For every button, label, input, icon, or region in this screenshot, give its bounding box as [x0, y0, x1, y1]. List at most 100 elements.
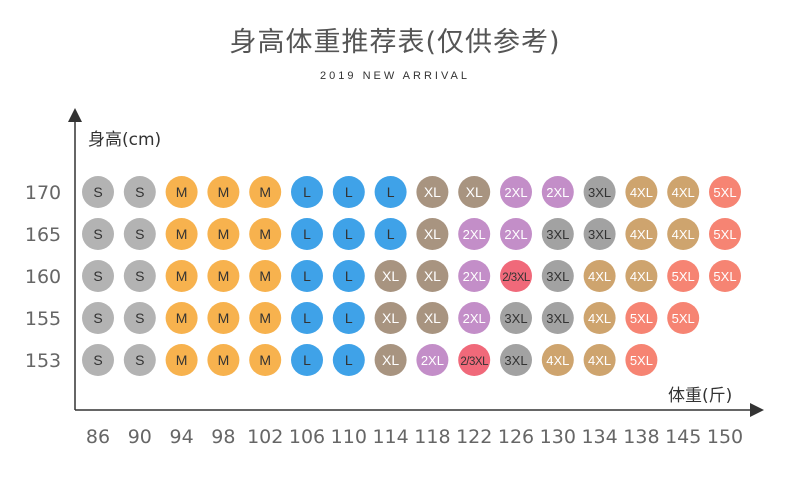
size-dot: M: [249, 302, 282, 334]
size-dot-label: 2XL: [504, 227, 527, 242]
size-dot: 3XL: [541, 218, 574, 250]
size-dot: S: [123, 344, 156, 376]
size-dot-circle: [709, 218, 741, 250]
size-dot: L: [332, 218, 365, 250]
size-dot-circle: [625, 344, 658, 376]
size-dot-circle: [291, 302, 323, 334]
size-dot: XL: [374, 302, 407, 334]
size-dot: L: [332, 344, 365, 376]
size-dot-circle: [207, 218, 240, 250]
size-dot: M: [249, 260, 282, 292]
size-dot: 5XL: [709, 176, 741, 208]
size-dot-circle: [374, 302, 407, 334]
size-dot-label: 5XL: [672, 269, 695, 284]
size-dot: 5XL: [667, 260, 700, 292]
size-dot-label: XL: [466, 184, 483, 200]
size-dot-label: S: [135, 310, 144, 326]
size-dot-label: 4XL: [588, 269, 611, 284]
size-dot-circle: [541, 176, 574, 208]
size-dot-circle: [667, 176, 700, 208]
x-tick-label: 98: [211, 426, 235, 448]
size-dot-label: M: [259, 226, 271, 242]
size-dot-label: M: [259, 310, 271, 326]
size-dot-circle: [500, 176, 532, 208]
size-dot: 3XL: [541, 302, 574, 334]
size-dot: XL: [416, 176, 449, 208]
size-dot-label: M: [218, 352, 230, 368]
size-dot: M: [207, 260, 240, 292]
size-dot-label: S: [93, 310, 102, 326]
size-dot-circle: [165, 260, 198, 292]
size-dot: 2/3XL: [458, 344, 491, 376]
size-dot-label: L: [345, 184, 353, 200]
size-dot: M: [249, 218, 282, 250]
size-dot: S: [82, 176, 114, 208]
chart-title: 身高体重推荐表(仅供参考): [229, 27, 561, 58]
size-dot-circle: [123, 344, 156, 376]
size-dot-label: XL: [424, 226, 441, 242]
size-dot: 2XL: [500, 218, 532, 250]
size-dot-circle: [416, 218, 449, 250]
size-dot: M: [249, 176, 282, 208]
size-dot-label: L: [387, 226, 395, 242]
size-dot-circle: [374, 344, 407, 376]
size-dot-label: M: [176, 352, 188, 368]
size-dot-label: S: [93, 352, 102, 368]
size-dot-circle: [291, 176, 323, 208]
size-dot-circle: [332, 302, 365, 334]
y-tick-label: 153: [25, 350, 61, 372]
size-dot: L: [332, 260, 365, 292]
size-dot-circle: [458, 218, 491, 250]
size-dot-label: 5XL: [713, 185, 736, 200]
size-dot-label: 2XL: [463, 311, 486, 326]
size-dot: 3XL: [500, 302, 532, 334]
size-dot: 3XL: [500, 344, 532, 376]
size-dot-circle: [82, 344, 114, 376]
size-dot-circle: [667, 302, 700, 334]
size-dot-label: 4XL: [588, 353, 611, 368]
size-dot: XL: [374, 260, 407, 292]
size-dot-label: 2/3XL: [502, 272, 531, 284]
y-tick-label: 170: [25, 182, 61, 204]
size-dot-circle: [374, 218, 407, 250]
size-dot-label: 2XL: [463, 269, 486, 284]
size-dot-circle: [249, 176, 282, 208]
size-dot-circle: [667, 260, 700, 292]
size-dot: 5XL: [709, 218, 741, 250]
x-axis-arrow: [750, 403, 764, 417]
size-dot-label: M: [218, 184, 230, 200]
size-dot: L: [291, 176, 323, 208]
size-dot-circle: [458, 344, 491, 376]
size-dot-label: M: [176, 310, 188, 326]
size-dot-label: M: [176, 226, 188, 242]
size-dot-circle: [82, 302, 114, 334]
size-dot: 4XL: [625, 176, 658, 208]
size-dot: S: [82, 302, 114, 334]
size-dot-circle: [583, 302, 616, 334]
size-dot-circle: [458, 260, 491, 292]
size-dot: XL: [416, 260, 449, 292]
size-dot-circle: [165, 218, 198, 250]
y-tick-labels: 170 165 160 155 153: [25, 182, 61, 372]
size-dot-circle: [625, 302, 658, 334]
size-dot: M: [165, 176, 198, 208]
size-dot-label: XL: [382, 352, 399, 368]
size-dot-label: S: [93, 184, 102, 200]
size-dot-circle: [207, 344, 240, 376]
size-dot-circle: [332, 218, 365, 250]
size-dot-circle: [541, 344, 574, 376]
size-dot-label: L: [303, 352, 311, 368]
y-axis-label: 身高(cm): [88, 130, 161, 150]
size-dot-label: XL: [382, 268, 399, 284]
size-dot-circle: [249, 218, 282, 250]
size-dot-circle: [625, 176, 658, 208]
size-dot-circle: [709, 176, 741, 208]
size-dot-label: 2/3XL: [460, 356, 489, 368]
size-dot: S: [123, 218, 156, 250]
size-dot: XL: [416, 302, 449, 334]
size-dot-label: 2XL: [421, 353, 444, 368]
size-dot: M: [207, 218, 240, 250]
size-dot-label: XL: [424, 268, 441, 284]
x-tick-label: 94: [170, 426, 194, 448]
